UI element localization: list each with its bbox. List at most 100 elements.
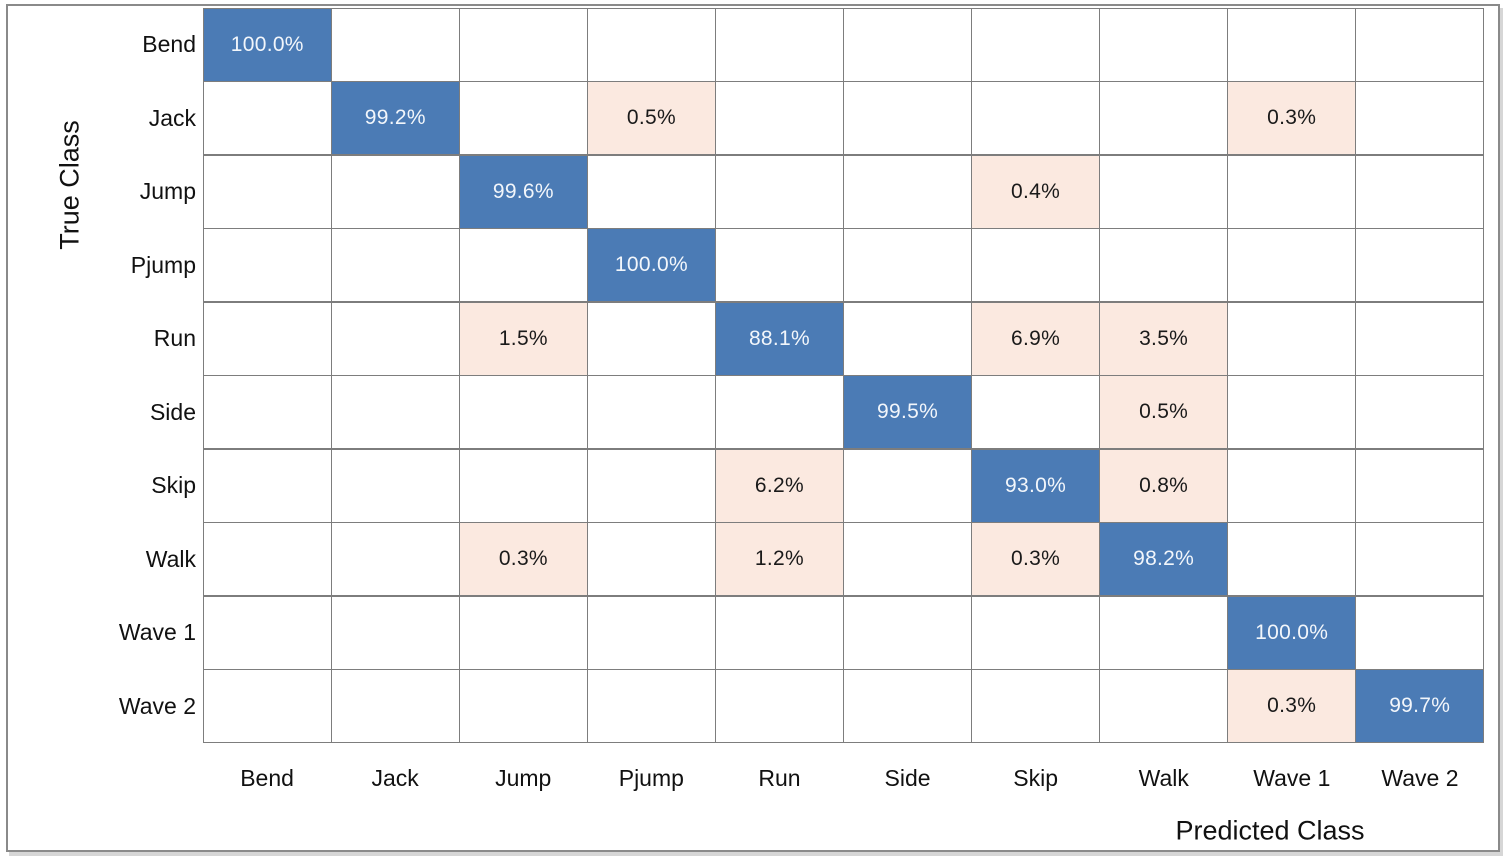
cell-bend-skip [972, 9, 1099, 81]
cell-wave-2-walk [1100, 670, 1227, 742]
cell-jack-jack: 99.2% [332, 82, 459, 155]
row-label-skip: Skip [151, 472, 196, 499]
row-label-pjump: Pjump [130, 251, 196, 278]
cell-walk-walk: 98.2% [1100, 523, 1227, 596]
matrix-grid: 100.0% 99.2% 0.5% 0.3% 99.6% 0.4% 100.0% 1.5% 88… [203, 8, 1484, 743]
cell-jack-bend [204, 82, 331, 155]
cell-pjump-wave-1 [1228, 229, 1355, 302]
cell-wave-2-skip [972, 670, 1099, 742]
cell-jump-side [844, 155, 971, 228]
cell-walk-pjump [588, 523, 715, 596]
cell-run-jack [332, 302, 459, 375]
cell-side-side: 99.5% [844, 376, 971, 449]
cell-run-bend [204, 302, 331, 375]
cell-wave-2-wave-2: 99.7% [1356, 670, 1483, 742]
cell-pjump-walk [1100, 229, 1227, 302]
cell-pjump-pjump: 100.0% [588, 229, 715, 302]
cell-pjump-run [716, 229, 843, 302]
cell-side-walk: 0.5% [1100, 376, 1227, 449]
cell-side-wave-1 [1228, 376, 1355, 449]
cell-skip-walk: 0.8% [1100, 449, 1227, 522]
col-label-walk: Walk [1138, 764, 1189, 791]
cell-jump-bend [204, 155, 331, 228]
cell-wave-1-jack [332, 596, 459, 669]
cell-wave-1-run [716, 596, 843, 669]
cell-wave-2-jump [460, 670, 587, 742]
col-label-pjump: Pjump [618, 764, 684, 791]
cell-skip-bend [204, 449, 331, 522]
cell-walk-wave-2 [1356, 523, 1483, 596]
cell-bend-pjump [588, 9, 715, 81]
cell-wave-2-bend [204, 670, 331, 742]
cell-skip-skip: 93.0% [972, 449, 1099, 522]
row-label-wave-2: Wave 2 [118, 692, 196, 719]
cell-jack-wave-2 [1356, 82, 1483, 155]
cell-pjump-skip [972, 229, 1099, 302]
cell-wave-1-bend [204, 596, 331, 669]
cell-pjump-wave-2 [1356, 229, 1483, 302]
cell-bend-jack [332, 9, 459, 81]
cell-skip-wave-2 [1356, 449, 1483, 522]
cell-run-side [844, 302, 971, 375]
cell-bend-jump [460, 9, 587, 81]
cell-bend-side [844, 9, 971, 81]
col-label-wave-2: Wave 2 [1381, 764, 1459, 791]
cell-jump-pjump [588, 155, 715, 228]
cell-side-jack [332, 376, 459, 449]
cell-jump-wave-1 [1228, 155, 1355, 228]
cell-skip-side [844, 449, 971, 522]
row-label-side: Side [149, 398, 196, 425]
col-label-jump: Jump [495, 764, 552, 791]
row-labels: Bend Jack Jump Pjump Run Side Skip Walk Wave 1 Wa… [40, 8, 196, 743]
cell-wave-2-pjump [588, 670, 715, 742]
cell-wave-1-jump [460, 596, 587, 669]
cell-skip-jack [332, 449, 459, 522]
cell-walk-skip: 0.3% [972, 523, 1099, 596]
cell-walk-side [844, 523, 971, 596]
cell-pjump-side [844, 229, 971, 302]
cell-jump-jump: 99.6% [460, 155, 587, 228]
cell-skip-run: 6.2% [716, 449, 843, 522]
row-label-walk: Walk [145, 545, 196, 572]
cell-jump-walk [1100, 155, 1227, 228]
row-label-run: Run [153, 325, 196, 352]
cell-wave-1-pjump [588, 596, 715, 669]
cell-wave-2-run [716, 670, 843, 742]
cell-wave-1-side [844, 596, 971, 669]
col-label-side: Side [884, 764, 931, 791]
cell-run-walk: 3.5% [1100, 302, 1227, 375]
cell-pjump-bend [204, 229, 331, 302]
cell-bend-bend: 100.0% [204, 9, 331, 81]
cell-jack-pjump: 0.5% [588, 82, 715, 155]
row-label-jump: Jump [139, 178, 196, 205]
cell-jump-jack [332, 155, 459, 228]
cell-run-pjump [588, 302, 715, 375]
cell-pjump-jump [460, 229, 587, 302]
cell-wave-2-side [844, 670, 971, 742]
cell-side-jump [460, 376, 587, 449]
cell-side-skip [972, 376, 1099, 449]
cell-jack-side [844, 82, 971, 155]
col-label-bend: Bend [240, 764, 294, 791]
cell-run-wave-1 [1228, 302, 1355, 375]
cell-wave-2-wave-1: 0.3% [1228, 670, 1355, 742]
cell-wave-1-walk [1100, 596, 1227, 669]
cell-jump-wave-2 [1356, 155, 1483, 228]
cell-wave-1-wave-1: 100.0% [1228, 596, 1355, 669]
cell-run-jump: 1.5% [460, 302, 587, 375]
row-label-jack: Jack [148, 104, 196, 131]
cell-jump-skip: 0.4% [972, 155, 1099, 228]
cell-bend-walk [1100, 9, 1227, 81]
col-label-wave-1: Wave 1 [1253, 764, 1331, 791]
cell-jack-jump [460, 82, 587, 155]
cell-jack-walk [1100, 82, 1227, 155]
cell-bend-wave-1 [1228, 9, 1355, 81]
col-label-skip: Skip [1013, 764, 1059, 791]
cell-pjump-jack [332, 229, 459, 302]
cell-side-bend [204, 376, 331, 449]
cell-wave-1-skip [972, 596, 1099, 669]
cell-walk-jack [332, 523, 459, 596]
cell-walk-bend [204, 523, 331, 596]
col-label-run: Run [758, 764, 801, 791]
